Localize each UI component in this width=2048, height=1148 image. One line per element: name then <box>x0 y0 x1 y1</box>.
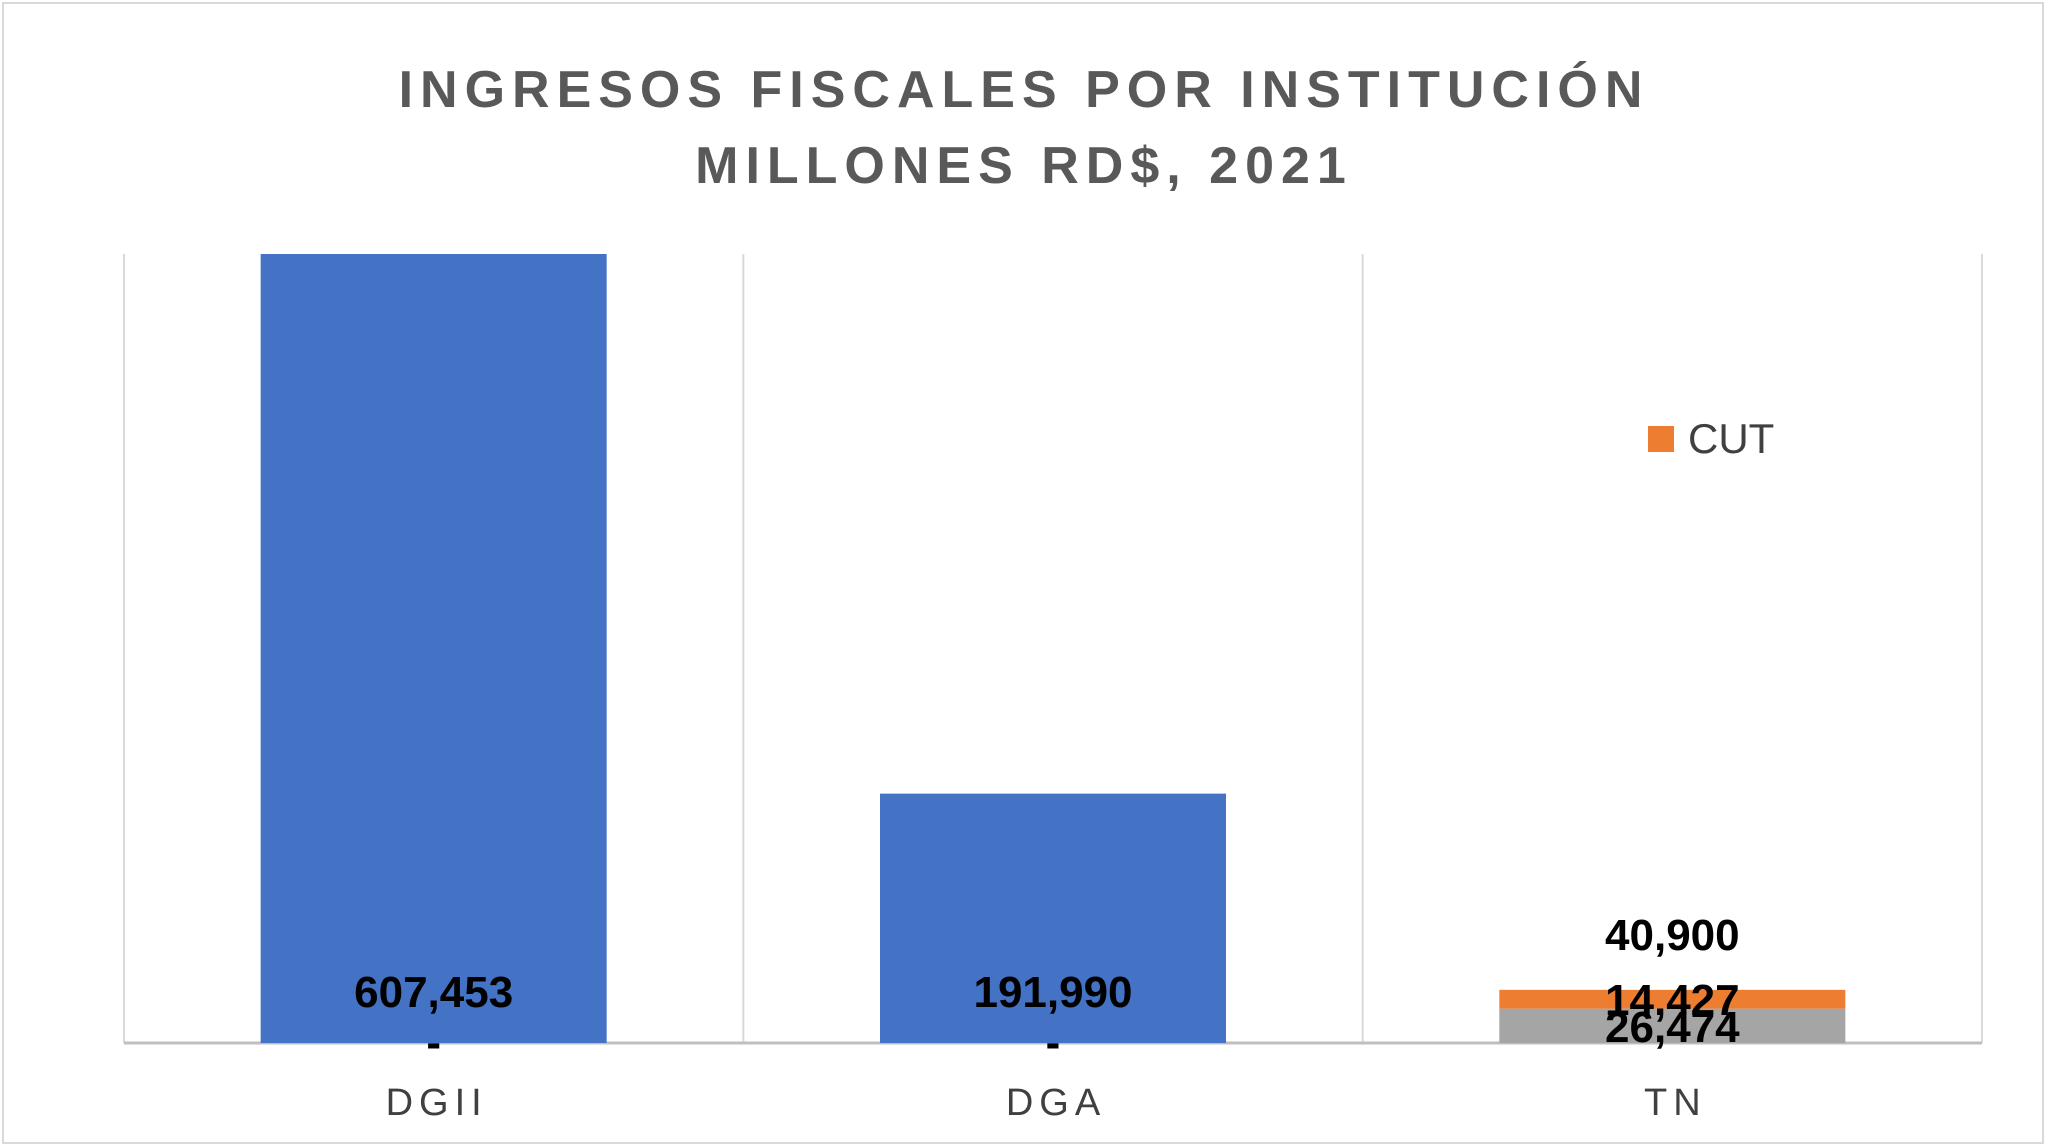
legend-label: CUT <box>1688 415 1774 462</box>
zero-label: - <box>1046 1018 1061 1067</box>
data-label: 26,474 <box>1605 1003 1740 1052</box>
zero-label: - <box>426 1018 441 1067</box>
data-label: 191,990 <box>973 968 1132 1017</box>
chart-title-block: INGRESOS FISCALES POR INSTITUCIÓN MILLON… <box>0 52 2048 204</box>
legend-swatch <box>1648 426 1674 452</box>
chart-title: INGRESOS FISCALES POR INSTITUCIÓN <box>398 61 1650 119</box>
bar-dga-series-0 <box>880 793 1226 1043</box>
bar-tn-series-1 <box>1499 1008 1846 1043</box>
bar-tn-series-2 <box>1499 989 1846 1009</box>
data-label: 14,427 <box>1605 976 1740 1025</box>
x-tick-label: DGA <box>1006 1082 1106 1124</box>
x-tick-label: DGII <box>386 1082 488 1124</box>
bar-dgii-series-0 <box>260 254 607 1043</box>
data-label: 607,453 <box>354 968 513 1017</box>
total-label: 40,900 <box>1605 911 1740 960</box>
x-tick-label: TN <box>1644 1082 1707 1124</box>
chart-subtitle: MILLONES RD$, 2021 <box>695 137 1353 195</box>
